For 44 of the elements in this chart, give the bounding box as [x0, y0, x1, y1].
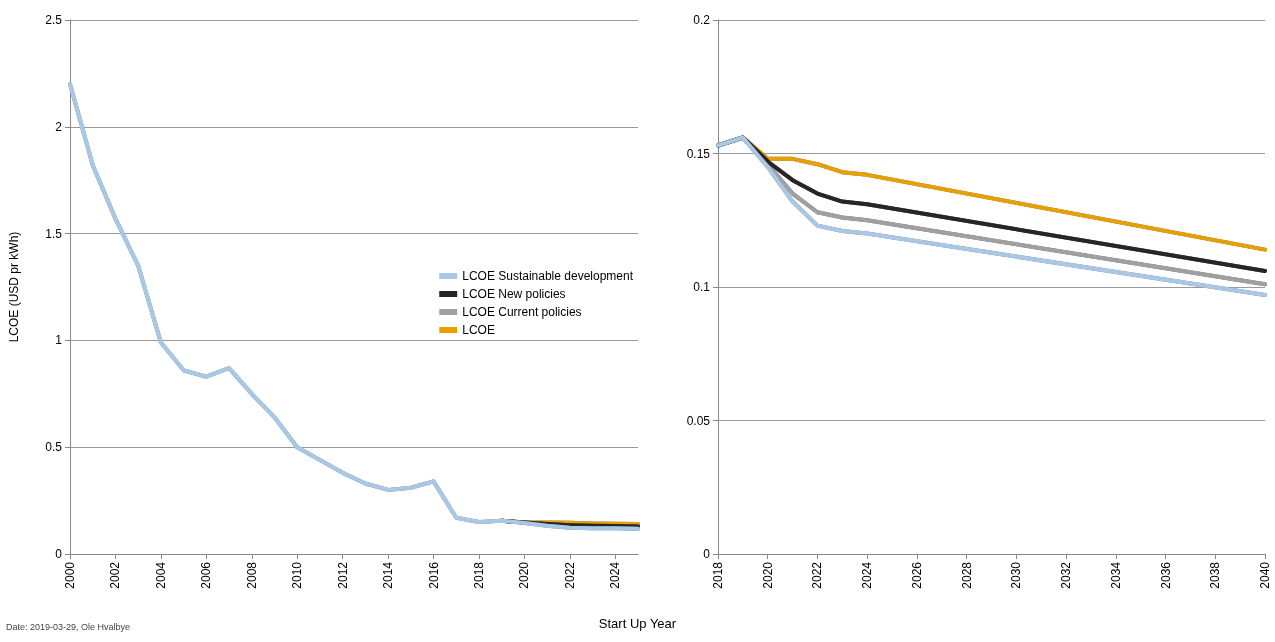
x-tick-label: 2024 [860, 561, 875, 589]
x-tick-label: 2012 [335, 561, 350, 589]
x-tick-label: 2028 [959, 561, 974, 589]
x-axis-title: Start Up Year [598, 616, 677, 631]
x-tick-label: 2022 [562, 561, 577, 589]
y-tick-label: 0 [703, 547, 711, 561]
y-tick-label: 2 [55, 119, 63, 134]
x-tick-label: 2006 [199, 561, 214, 589]
x-tick-label: 2024 [608, 561, 623, 589]
x-tick-label: 2026 [909, 561, 924, 589]
x-tick-label: 2008 [244, 561, 259, 589]
y-tick-label: 0.05 [686, 413, 711, 428]
x-tick-label: 2014 [381, 561, 396, 589]
x-tick-label: 2020 [760, 561, 775, 589]
y-axis-title: LCOE (USD pr kWh) [7, 231, 21, 343]
x-tick-label: 2036 [1158, 561, 1173, 589]
y-tick-label: 0.5 [45, 440, 63, 455]
x-tick-label: 2038 [1208, 561, 1223, 589]
y-tick-label: 0.15 [686, 146, 711, 161]
x-tick-label: 2002 [108, 561, 123, 589]
text: Date: 2019-03-29, Ole Hvalbye [6, 622, 131, 632]
legend-label: LCOE New policies [462, 287, 566, 301]
x-tick-label: 2000 [63, 561, 77, 589]
x-tick-label: 2030 [1009, 561, 1024, 589]
legend-label: LCOE [462, 323, 495, 337]
legend-label: LCOE Sustainable development [462, 269, 634, 283]
y-tick-label: 0 [55, 547, 63, 561]
x-tick-label: 2040 [1258, 561, 1272, 589]
x-tick-label: 2022 [810, 561, 825, 589]
y-tick-label: 0.2 [693, 13, 711, 27]
legend-label: LCOE Current policies [462, 305, 582, 319]
x-tick-label: 2018 [471, 561, 486, 589]
x-tick-label: 2034 [1108, 561, 1123, 589]
x-tick-label: 2020 [517, 561, 532, 589]
x-tick-label: 2004 [153, 561, 168, 589]
x-tick-label: 2032 [1059, 561, 1074, 589]
y-tick-label: 2.5 [45, 13, 63, 27]
x-tick-label: 2016 [426, 561, 441, 589]
line-series [68, 82, 640, 531]
y-tick-label: 1 [55, 333, 63, 348]
x-tick-label: 2018 [711, 561, 725, 589]
x-tick-label: 2010 [290, 561, 305, 589]
y-tick-label: 1.5 [45, 226, 63, 241]
y-tick-label: 0.1 [693, 280, 711, 294]
